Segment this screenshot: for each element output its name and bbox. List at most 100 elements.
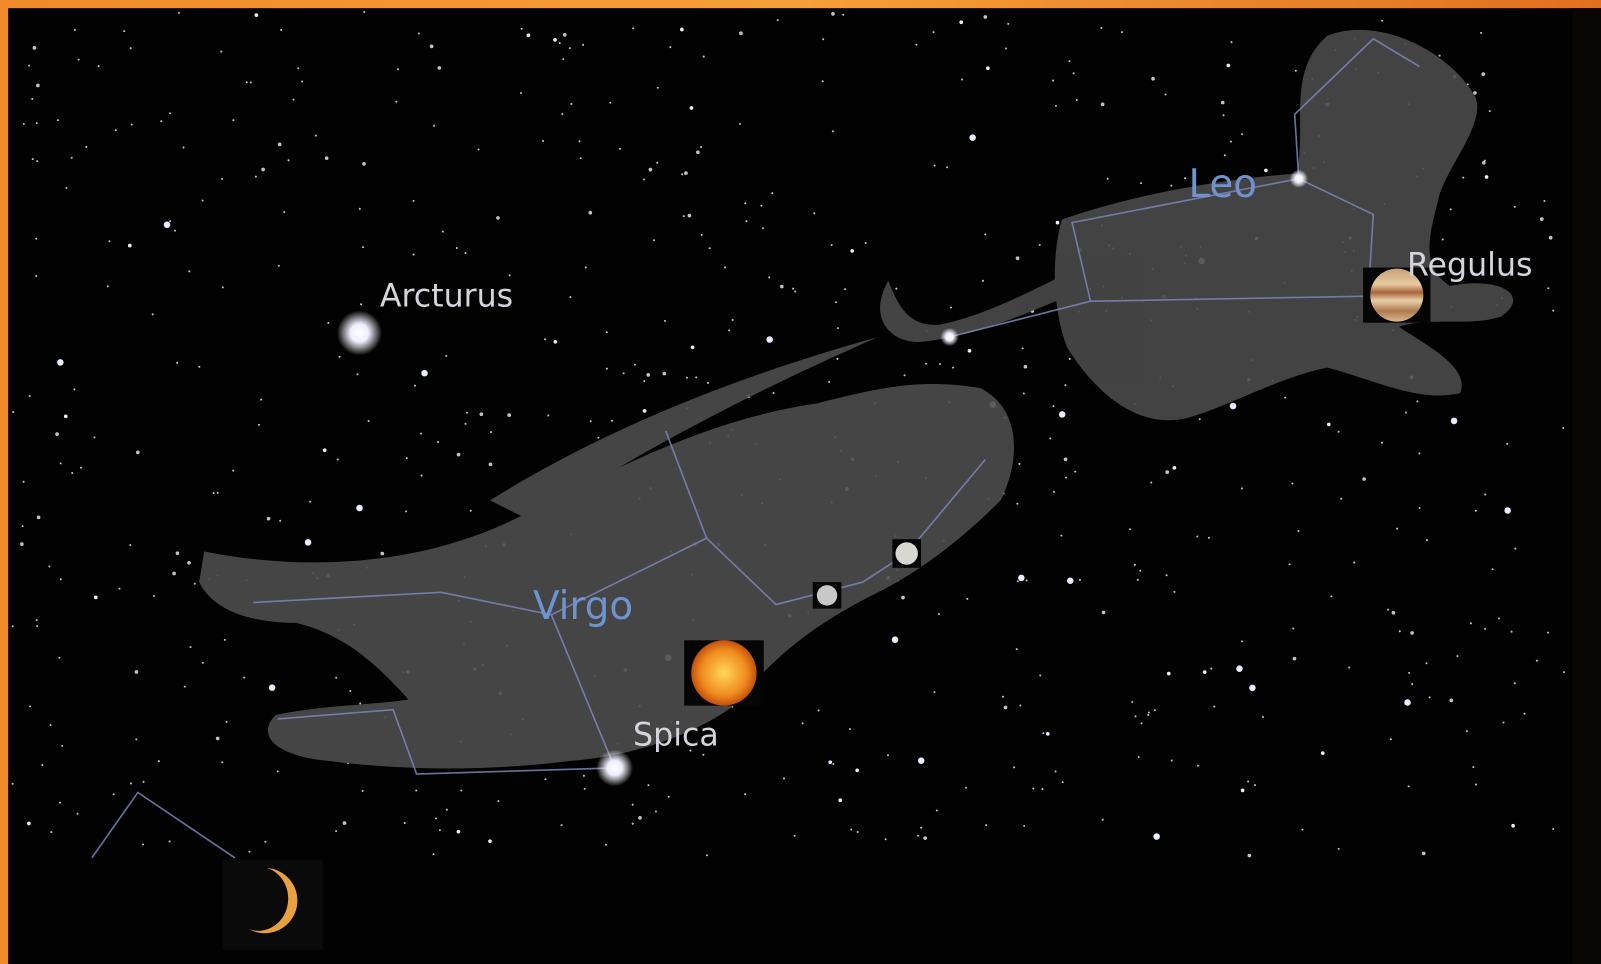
star	[606, 331, 608, 333]
star	[415, 789, 417, 791]
star	[1065, 477, 1067, 479]
star	[1293, 657, 1297, 661]
star	[946, 166, 948, 168]
star	[923, 836, 927, 840]
star	[57, 119, 59, 121]
star	[702, 754, 704, 756]
star	[925, 363, 927, 365]
star	[1489, 110, 1491, 112]
star	[1140, 182, 1142, 184]
star	[728, 329, 730, 331]
star	[892, 636, 899, 643]
star	[64, 414, 68, 418]
star	[363, 11, 365, 13]
star	[1338, 431, 1340, 433]
star	[32, 158, 34, 160]
star	[1462, 177, 1464, 179]
star	[74, 29, 76, 31]
star	[982, 280, 984, 282]
star	[269, 684, 276, 691]
star	[255, 176, 257, 178]
star	[217, 492, 219, 494]
star	[865, 242, 867, 244]
star	[1154, 709, 1156, 711]
star	[762, 227, 764, 229]
star	[58, 657, 60, 659]
star	[744, 202, 746, 204]
star	[33, 46, 37, 50]
star	[664, 320, 666, 322]
star	[94, 596, 98, 600]
star	[901, 596, 905, 600]
star	[1547, 287, 1549, 289]
star	[248, 851, 250, 853]
star	[857, 831, 859, 833]
star	[1241, 640, 1243, 642]
star	[1018, 463, 1020, 465]
star	[744, 793, 746, 795]
star	[435, 817, 437, 819]
star	[1203, 670, 1207, 674]
star	[36, 625, 38, 627]
star	[1139, 570, 1141, 572]
star	[959, 20, 963, 24]
star	[632, 804, 634, 806]
star	[1005, 47, 1007, 49]
star	[176, 362, 178, 364]
star	[404, 822, 406, 824]
star	[563, 33, 567, 37]
star	[783, 777, 785, 779]
star	[1165, 93, 1167, 95]
star	[509, 274, 511, 276]
star	[668, 796, 670, 798]
star	[176, 551, 180, 555]
star	[1484, 160, 1486, 162]
star	[1151, 77, 1155, 81]
star	[1429, 696, 1431, 698]
venus	[895, 542, 917, 564]
star	[172, 572, 176, 576]
star	[59, 802, 61, 804]
star	[940, 328, 958, 346]
star	[569, 47, 571, 49]
star	[1514, 548, 1516, 550]
star	[580, 157, 582, 159]
star	[1451, 418, 1458, 425]
star	[1425, 662, 1427, 664]
star	[1399, 630, 1401, 632]
star	[288, 159, 290, 161]
star	[544, 778, 546, 780]
star	[547, 414, 549, 416]
star	[1138, 756, 1140, 758]
star	[904, 374, 906, 376]
star	[1254, 784, 1256, 786]
star	[405, 510, 407, 512]
star	[1042, 732, 1044, 734]
star	[590, 420, 592, 422]
star	[1498, 618, 1500, 620]
star	[258, 424, 260, 426]
star	[1466, 730, 1468, 732]
star	[220, 51, 222, 53]
star	[794, 291, 796, 293]
star	[961, 79, 963, 81]
star	[464, 423, 466, 425]
star	[1016, 648, 1018, 650]
star	[850, 249, 854, 253]
star	[606, 368, 608, 370]
star	[152, 313, 154, 315]
star	[221, 761, 223, 763]
star	[36, 619, 38, 621]
star	[23, 481, 25, 483]
star	[1230, 403, 1237, 410]
sky-view: Arcturus Leo Regulus Virgo Spica	[0, 0, 1601, 964]
star	[1284, 397, 1286, 399]
star	[1013, 766, 1015, 768]
star	[433, 853, 435, 855]
star	[832, 130, 834, 132]
star	[50, 724, 52, 726]
star	[28, 65, 30, 67]
star	[828, 760, 832, 764]
star	[280, 29, 282, 31]
star	[397, 68, 399, 70]
